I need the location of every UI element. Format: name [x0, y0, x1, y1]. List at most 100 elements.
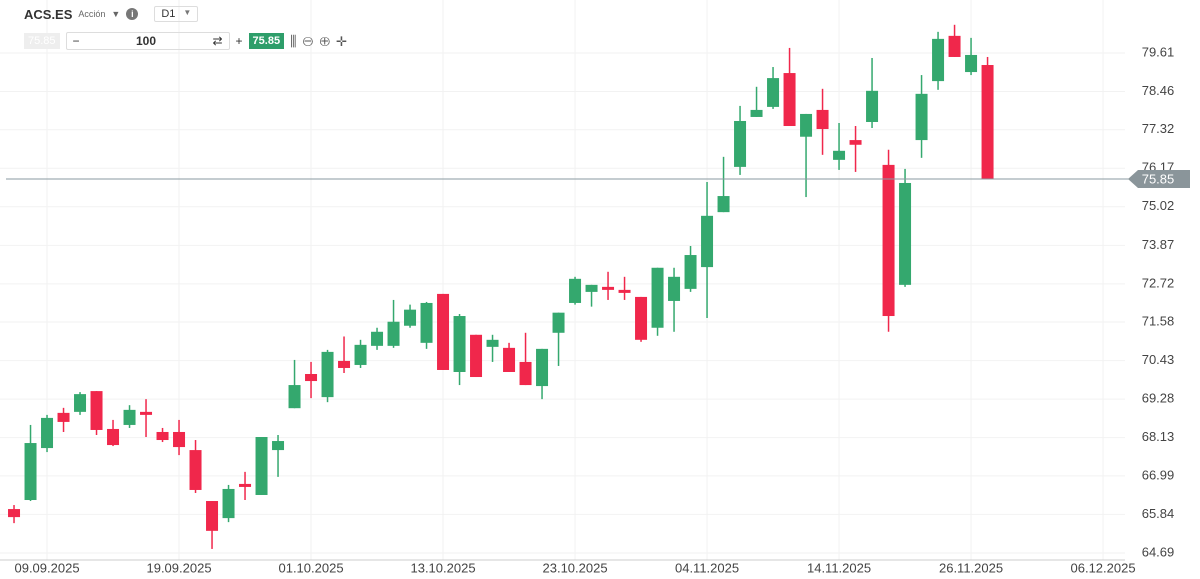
candle-body: [486, 339, 499, 347]
candle-body: [915, 93, 928, 141]
timeframe: D1: [161, 8, 176, 20]
y-tick-label: 68.13: [1142, 429, 1175, 444]
candle-body: [651, 267, 664, 328]
candle-body: [750, 109, 763, 117]
candle-body: [668, 276, 681, 301]
y-tick-label: 64.69: [1142, 544, 1175, 559]
candle-body: [585, 284, 598, 292]
candle-body: [734, 120, 747, 167]
candle-body: [684, 255, 697, 289]
candle-body: [833, 150, 846, 160]
symbol-bar: ACS.ES Acción ▼ i D1 ▼: [24, 6, 199, 22]
candle-body: [222, 488, 235, 519]
current-price-tag: [1128, 169, 1190, 188]
candle-body: [882, 164, 895, 317]
candle-body: [74, 394, 87, 412]
timeframe-select[interactable]: D1 ▼: [154, 6, 199, 22]
candle-body: [57, 412, 70, 422]
candle-body: [189, 450, 202, 490]
candle-body: [717, 196, 730, 213]
y-tick-label: 70.43: [1142, 352, 1175, 367]
sell-price[interactable]: 75.85: [24, 33, 60, 49]
x-tick-label: 19.09.2025: [146, 560, 211, 575]
candle-body: [338, 360, 351, 368]
candle-body: [569, 278, 582, 303]
symbol[interactable]: ACS.ES: [24, 6, 73, 22]
y-tick-label: 79.61: [1142, 44, 1175, 59]
info-icon[interactable]: i: [126, 8, 139, 20]
candle-body: [123, 409, 136, 425]
y-tick-label: 65.84: [1142, 506, 1175, 521]
candle-body: [635, 296, 648, 340]
x-tick-label: 01.10.2025: [278, 560, 343, 575]
candle-body: [800, 113, 813, 137]
candle-body: [948, 35, 961, 57]
candle-body: [156, 431, 169, 441]
candle-body: [107, 428, 120, 446]
candle-body: [206, 501, 219, 531]
x-tick-label: 04.11.2025: [675, 560, 739, 575]
candle-body: [932, 38, 945, 82]
candle-body: [552, 312, 565, 333]
candle-body: [90, 391, 103, 430]
candle-body: [8, 509, 21, 518]
chart-tools[interactable]: ⫼⊖⊕✛: [290, 32, 353, 49]
asset-type: Acción: [78, 9, 106, 19]
candle-body: [420, 302, 433, 343]
quantity-input[interactable]: −100 ⇄: [65, 32, 230, 50]
candle-body: [618, 289, 631, 293]
x-tick-label: 23.10.2025: [543, 560, 608, 575]
candle-body: [965, 54, 978, 73]
buy-price[interactable]: 75.85: [248, 33, 285, 49]
order-bar: 75.85 −100 ⇄ + 75.85 ⫼⊖⊕✛: [24, 32, 353, 50]
candle-body: [239, 483, 252, 487]
candle-body: [305, 374, 318, 382]
y-tick-label: 66.99: [1142, 467, 1175, 482]
candle-body: [701, 215, 714, 268]
y-tick-label: 77.32: [1142, 121, 1175, 136]
y-tick-label: 78.46: [1142, 83, 1175, 98]
candle-body: [354, 344, 367, 365]
candle-body: [24, 443, 37, 501]
candle-body: [288, 385, 301, 409]
candle-body: [503, 347, 516, 372]
dropdown-arrow[interactable]: ▼: [111, 9, 121, 19]
candle-body: [519, 361, 532, 386]
candle-body: [437, 293, 450, 370]
candle-body: [899, 182, 912, 285]
candle-body: [173, 431, 186, 448]
candle-body: [536, 348, 549, 387]
candle-body: [387, 321, 400, 346]
quantity: 100: [135, 34, 157, 48]
y-tick-label: 69.28: [1142, 391, 1175, 406]
candle-body: [371, 331, 384, 346]
candle-body: [255, 437, 268, 495]
current-price-label: 75.85: [1142, 171, 1175, 186]
x-tick-label: 13.10.2025: [410, 560, 475, 575]
candle-body: [272, 441, 285, 451]
plus-button[interactable]: +: [235, 34, 243, 48]
candle-body: [981, 65, 994, 179]
x-tick-label: 06.12.2025: [1071, 560, 1136, 575]
y-tick-label: 73.87: [1142, 237, 1175, 252]
y-tick-label: 72.72: [1142, 275, 1175, 290]
candle-body: [140, 411, 153, 415]
x-tick-label: 14.11.2025: [807, 560, 871, 575]
candle-body: [41, 417, 54, 449]
candle-body: [866, 90, 879, 122]
candle-body: [321, 351, 334, 398]
y-tick-label: 75.02: [1142, 198, 1175, 213]
candle-body: [849, 140, 862, 145]
candle-body: [404, 309, 417, 326]
x-tick-label: 26.11.2025: [939, 560, 1003, 575]
x-tick-label: 09.09.2025: [14, 560, 79, 575]
candle-body: [602, 286, 615, 290]
candle-body: [816, 109, 829, 130]
candle-body: [470, 334, 483, 378]
candle-body: [453, 316, 466, 372]
y-tick-label: 71.58: [1142, 313, 1175, 328]
candle-body: [783, 73, 796, 127]
candle-body: [767, 78, 780, 107]
